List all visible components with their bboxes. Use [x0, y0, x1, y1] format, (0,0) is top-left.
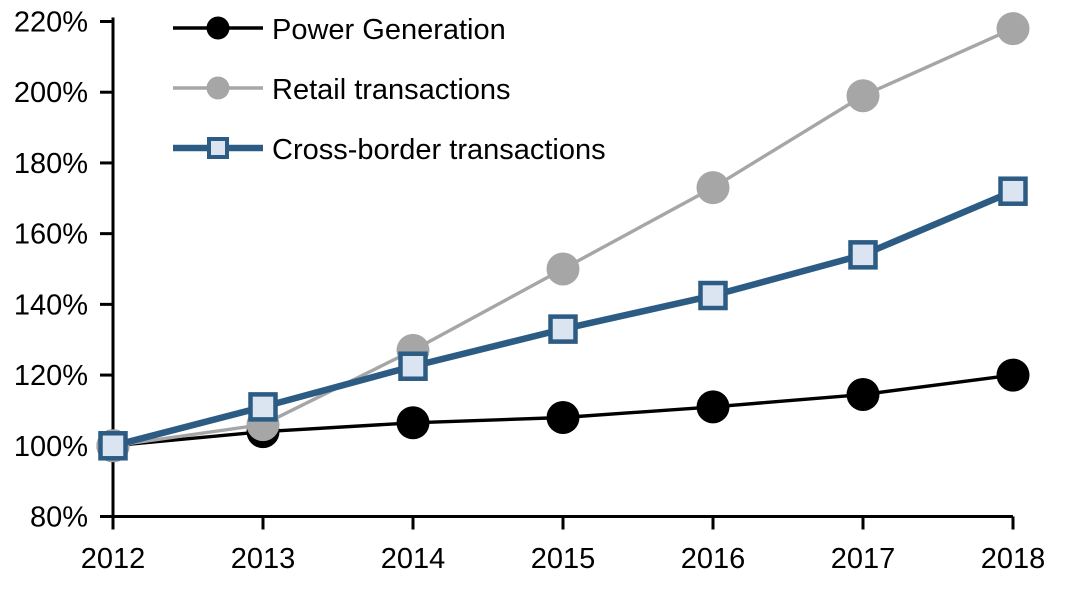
x-tick-label: 2012 [81, 543, 146, 575]
y-tick-label: 140% [14, 289, 88, 321]
data-point-marker [996, 12, 1030, 46]
y-tick-label: 80% [30, 502, 88, 534]
x-tick-label: 2017 [831, 543, 896, 575]
data-point-marker [696, 171, 730, 205]
legend-marker [207, 137, 229, 159]
legend-label: Power Generation [272, 14, 506, 46]
legend-marker [206, 16, 230, 40]
data-point-marker [398, 351, 428, 381]
x-tick-label: 2015 [531, 543, 596, 575]
legend-label: Cross-border transactions [272, 134, 606, 166]
x-tick-label: 2018 [981, 543, 1046, 575]
data-point-marker [396, 406, 430, 440]
legend-label: Retail transactions [272, 74, 511, 106]
x-tick-label: 2016 [681, 543, 746, 575]
y-tick-label: 100% [14, 431, 88, 463]
data-point-marker [698, 280, 728, 311]
data-point-marker [848, 240, 878, 270]
legend-marker [206, 76, 230, 100]
x-tick-label: 2013 [231, 543, 296, 575]
x-tick-label: 2014 [381, 543, 446, 575]
data-point-marker [548, 314, 578, 344]
y-tick-label: 160% [14, 219, 88, 251]
y-tick-label: 180% [14, 148, 88, 180]
data-point-marker [846, 378, 880, 412]
y-tick-label: 120% [14, 360, 88, 392]
data-point-marker [696, 390, 730, 424]
data-point-marker [98, 431, 128, 461]
data-point-marker [546, 252, 580, 286]
data-point-marker [846, 79, 880, 113]
y-tick-label: 200% [14, 77, 88, 109]
y-tick-label: 220% [14, 7, 88, 39]
data-point-marker [546, 401, 580, 434]
data-point-marker [996, 358, 1030, 392]
data-point-marker [998, 176, 1028, 206]
data-point-marker [248, 392, 278, 422]
